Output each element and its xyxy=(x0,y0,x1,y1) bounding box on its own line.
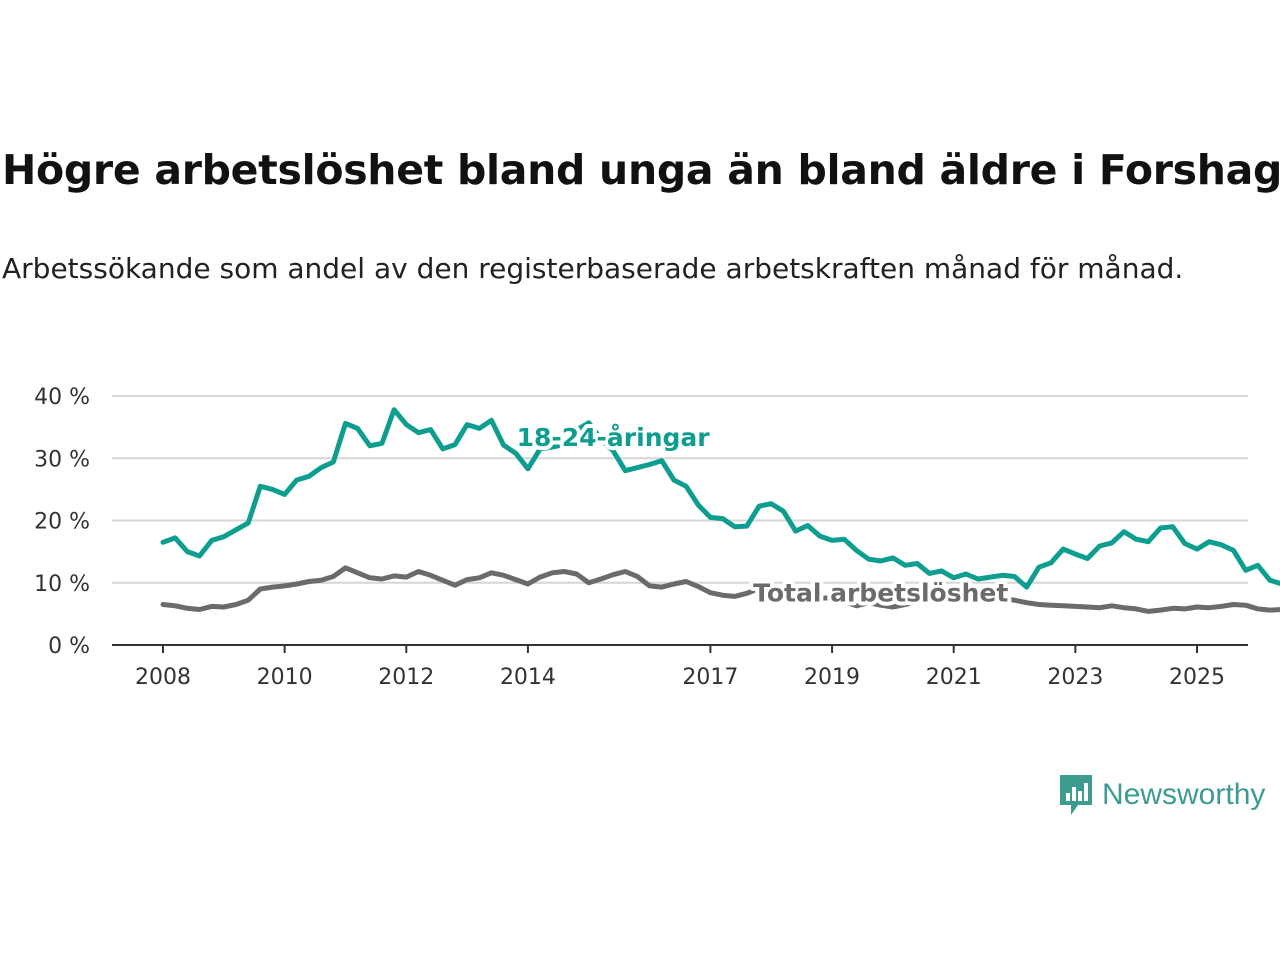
x-tick-label: 2025 xyxy=(1169,665,1225,690)
x-tick-label: 2014 xyxy=(500,665,556,690)
x-tick-label: 2008 xyxy=(135,665,191,690)
x-tick-label: 2010 xyxy=(257,665,313,690)
x-tick-label: 2019 xyxy=(804,665,860,690)
series-label-halo: Total arbetslöshet xyxy=(753,578,1008,607)
series-lines xyxy=(160,407,1280,614)
x-tick-label: 2021 xyxy=(926,665,982,690)
chart-title: Högre arbetslöshet bland unga än bland ä… xyxy=(2,146,1280,194)
series-label: 18-24-åringar xyxy=(517,423,711,452)
y-tick-label: 10 % xyxy=(34,572,90,597)
axes: 0 % 10 % 20 % 30 % 40 % 2008 2010 2012 2014 2017 2… xyxy=(34,385,1248,690)
brand-logo[interactable]: Newsworthy xyxy=(1058,773,1265,817)
series-line-total xyxy=(160,565,1280,614)
x-tick-label: 2012 xyxy=(378,665,434,690)
newsworthy-logo-icon xyxy=(1060,775,1092,815)
y-tick-label: 20 % xyxy=(34,510,90,535)
x-tick-label: 2023 xyxy=(1047,665,1103,690)
chart-subtitle: Arbetssökande som andel av den registerb… xyxy=(2,252,1184,285)
y-tick-label: 40 % xyxy=(34,385,90,410)
line-chart: 0 % 10 % 20 % 30 % 40 % 2008 2010 2012 2014 2017 2… xyxy=(34,385,1280,690)
y-tick-label: 0 % xyxy=(48,634,90,659)
brand-name: Newsworthy xyxy=(1102,778,1266,811)
series-line-youth xyxy=(160,407,1280,590)
series-label: Total arbetslöshet xyxy=(753,578,1008,607)
x-tick-label: 2017 xyxy=(682,665,738,690)
y-tick-label: 30 % xyxy=(34,447,90,472)
series-label-halo: 18-24-åringar xyxy=(517,423,711,452)
labels: 13,4 %6,1 %18-24-åringar18-24-åringarTot… xyxy=(513,419,1013,612)
